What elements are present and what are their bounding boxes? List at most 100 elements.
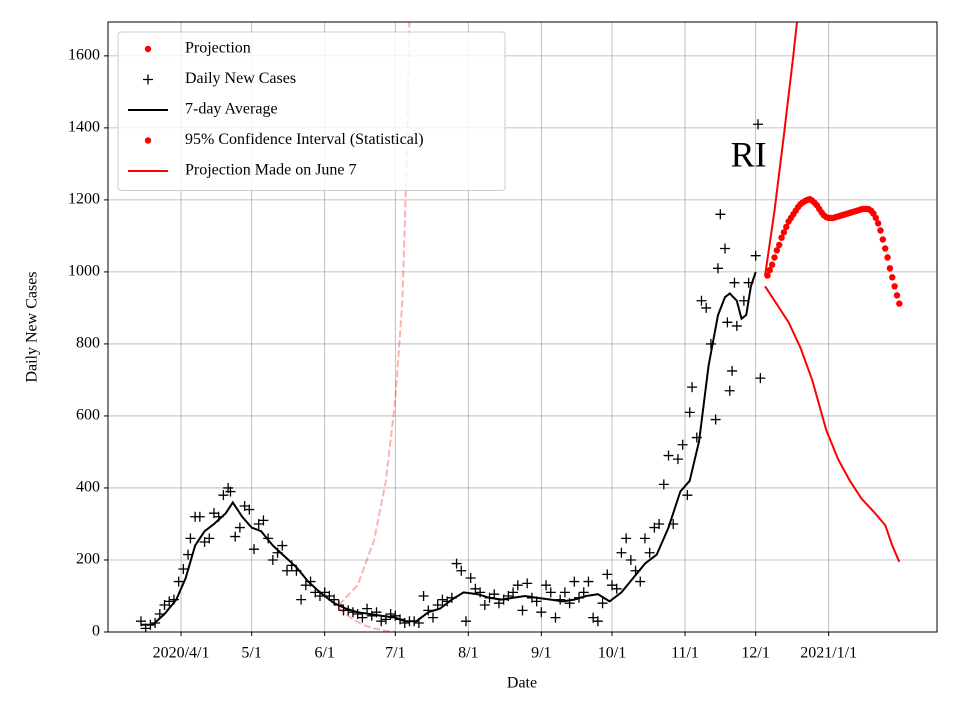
case-marker [750,250,761,261]
x-tick-label: 2020/4/1 [153,645,210,662]
case-marker [755,373,766,384]
y-tick-label: 600 [76,407,100,424]
legend-marker [144,137,152,144]
x-tick-label: 11/1 [671,645,699,662]
annotation: RI [731,135,767,175]
legend-label: 7-day Average [185,101,278,118]
case-marker [727,365,738,376]
case-marker [479,599,490,610]
case-marker [639,533,650,544]
x-tick-label: 7/1 [385,645,405,662]
case-marker [244,504,255,515]
axes-frame [107,21,938,633]
legend: Projection Daily New Cases 7-day Average 95… [117,31,506,191]
legend-label: Daily New Cases [185,70,296,87]
case-marker [218,490,229,501]
x-tick-label: 12/1 [741,645,769,662]
case-marker [738,295,749,306]
case-marker [437,594,448,605]
projection-dot [874,220,882,227]
case-marker [281,565,292,576]
plot-area: RI [135,22,903,632]
case-marker [602,569,613,580]
y-tick-label: 1200 [68,191,100,208]
projection-dot [889,274,896,281]
legend-marker [143,74,153,85]
case-marker [731,320,742,331]
case-marker [687,382,698,393]
legend-box [117,31,506,191]
case-marker [536,607,547,618]
case-marker [362,603,373,614]
projection-dot [877,227,884,234]
projection-dot [891,283,898,290]
series-line [141,271,757,626]
x-tick-label: 2021/1/1 [800,645,857,662]
case-marker [658,479,669,490]
case-marker [559,587,570,598]
projection-dot [886,265,894,272]
case-marker [621,533,632,544]
case-marker [428,612,439,623]
case-marker [705,338,716,349]
case-marker [611,583,622,594]
y-tick-label: 200 [76,551,100,568]
case-marker [625,554,636,565]
case-marker [183,549,194,560]
projection-dot [893,292,901,299]
case-marker [522,578,533,589]
case-marker [583,576,594,587]
case-marker [357,612,368,623]
case-marker [460,616,471,627]
case-marker [418,590,429,601]
case-marker [592,616,603,627]
case-marker [541,580,552,591]
series-line [764,285,901,563]
y-tick-label: 1400 [68,119,100,136]
case-marker [682,490,693,501]
case-marker [701,302,712,313]
case-marker [194,511,205,522]
case-marker [185,533,196,544]
case-marker [753,119,764,130]
projection-dot [896,300,903,307]
x-axis-label: Date [507,675,537,692]
legend-label: Projection [185,40,251,57]
case-marker [230,531,241,542]
projection-dot [768,261,776,268]
case-marker [234,522,245,533]
y-tick-label: 1600 [68,47,100,64]
case-marker [677,439,688,450]
case-marker [684,407,695,418]
case-marker [517,605,528,616]
case-marker [204,533,215,544]
x-tick-label: 10/1 [598,645,626,662]
projection-dot [771,254,778,261]
case-marker [710,414,721,425]
case-marker [456,565,467,576]
case-marker [258,515,269,526]
case-marker [173,576,184,587]
case-marker [644,547,655,558]
case-marker [451,558,462,569]
case-marker [550,612,561,623]
x-tick-label: 6/1 [314,645,334,662]
case-marker [722,317,733,328]
case-marker [635,576,646,587]
legend-marker [144,45,152,53]
case-marker [399,617,410,628]
case-marker [164,596,175,607]
case-marker [715,209,726,220]
case-marker [277,540,288,551]
case-marker [672,454,683,465]
case-marker [178,563,189,574]
case-marker [376,616,387,627]
y-tick-label: 0 [92,623,100,640]
projection-dot [773,247,781,254]
y-tick-label: 400 [76,479,100,496]
case-marker [569,576,580,587]
projection-dot [766,266,773,274]
y-tick-label: 1000 [68,263,100,280]
case-marker [696,295,707,306]
